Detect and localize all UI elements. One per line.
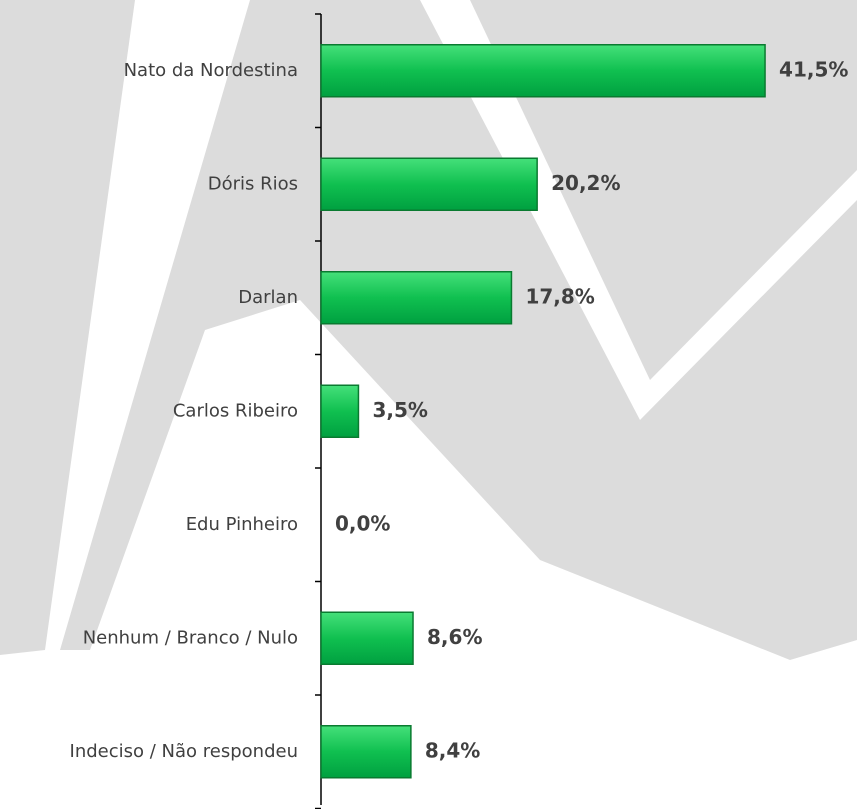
category-label: Dóris Rios xyxy=(208,173,298,194)
bar xyxy=(320,271,513,325)
category-label: Carlos Ribeiro xyxy=(173,400,298,421)
value-label: 8,6% xyxy=(427,625,482,649)
bar xyxy=(320,44,766,98)
value-label: 0,0% xyxy=(335,511,390,535)
value-label: 3,5% xyxy=(372,398,427,422)
value-label: 20,2% xyxy=(551,171,620,195)
category-label: Nenhum / Branco / Nulo xyxy=(83,627,298,648)
bar xyxy=(320,725,412,779)
category-label: Nato da Nordestina xyxy=(124,60,298,81)
watermark xyxy=(0,0,857,660)
bar xyxy=(320,157,538,211)
value-label: 8,4% xyxy=(425,738,480,762)
category-label: Edu Pinheiro xyxy=(186,514,298,535)
value-label: 17,8% xyxy=(525,284,594,308)
category-label: Indeciso / Não respondeu xyxy=(70,741,298,762)
category-label: Darlan xyxy=(238,287,298,308)
value-label: 41,5% xyxy=(779,57,848,81)
bar xyxy=(320,611,414,665)
bar xyxy=(320,384,360,438)
